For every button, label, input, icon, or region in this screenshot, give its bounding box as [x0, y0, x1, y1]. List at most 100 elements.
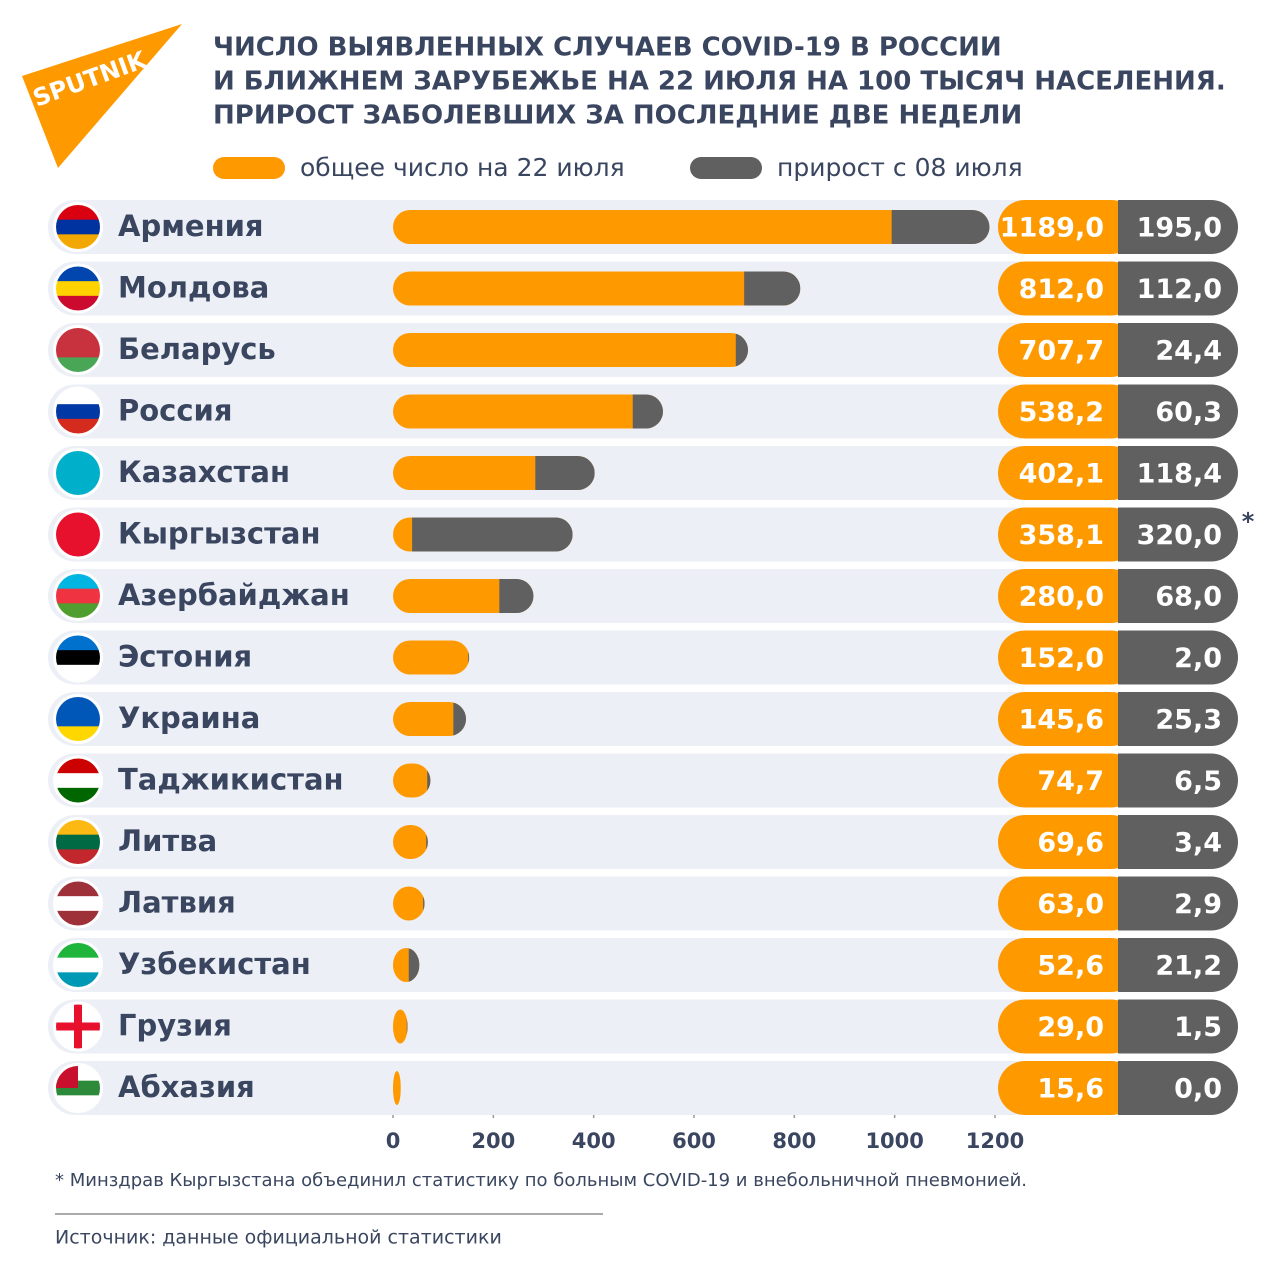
flag-stripe [56, 972, 100, 987]
row-background [48, 999, 1048, 1054]
category-label: Таджикистан [118, 763, 344, 797]
value-label: 152,0 [1019, 643, 1104, 674]
flag-stripe [56, 1095, 100, 1110]
logo-triangle [22, 24, 182, 168]
flag-stripe [56, 588, 100, 604]
flag-stripe [56, 787, 100, 803]
source: Источник: данные официальной статистики [55, 1227, 502, 1249]
flag-stripe [56, 758, 100, 774]
x-tick-label: 600 [672, 1129, 716, 1153]
category-label: Эстония [118, 640, 252, 674]
flag-stripe [56, 389, 100, 405]
value-label: 402,1 [1019, 459, 1104, 490]
value-label: 15,6 [1037, 1074, 1104, 1105]
x-tick-label: 0 [386, 1129, 401, 1153]
flag-stripe [56, 281, 100, 297]
category-label: Абхазия [118, 1070, 255, 1104]
flag-stripe [56, 910, 100, 926]
bar-group [393, 1009, 408, 1044]
flag [56, 1066, 100, 1110]
bar-group [393, 210, 990, 244]
row-background [48, 630, 1048, 685]
category-label: Армения [118, 209, 264, 243]
value-label: 63,0 [1037, 889, 1104, 920]
value-box [1118, 261, 1158, 316]
value-box [1118, 384, 1158, 439]
value-label: 52,6 [1037, 951, 1104, 982]
bar-increase [891, 210, 990, 244]
bar-increase [406, 1009, 408, 1044]
value-box [998, 384, 1138, 439]
bar-increase [408, 948, 420, 982]
flag-stripe [56, 957, 100, 973]
flag-stripe [56, 512, 100, 528]
value-label: 320,0 [1137, 520, 1222, 551]
flag-stripe [56, 603, 100, 618]
flag-stripe [56, 541, 100, 557]
bar-group [393, 763, 431, 798]
flag-stripe [56, 849, 100, 864]
value-box [1118, 507, 1158, 562]
flag-stripe [56, 881, 100, 897]
bar [393, 210, 990, 244]
bar-group [393, 640, 470, 675]
bar-group [393, 271, 801, 306]
value-box [1118, 569, 1158, 623]
flag-stripe [56, 451, 100, 467]
value-box [1118, 876, 1158, 931]
bar [393, 1009, 408, 1044]
flag [56, 635, 100, 680]
flag-stripe [56, 234, 100, 249]
row-background [48, 753, 1048, 808]
flag-stripe [56, 726, 100, 741]
flag-stripe [56, 773, 100, 789]
bar-increase [499, 579, 534, 613]
bar [393, 763, 431, 798]
bar-group [393, 333, 749, 367]
flag [56, 451, 100, 495]
bar [393, 886, 425, 921]
title-line: И БЛИЖНЕМ ЗАРУБЕЖЬЕ НА 22 ИЮЛЯ НА 100 ТЫ… [213, 67, 1226, 97]
flag-cross [74, 1004, 82, 1049]
bar-group [393, 456, 595, 490]
flag [56, 697, 100, 741]
flag-stripe [56, 342, 100, 358]
value-label: 6,5 [1174, 766, 1222, 797]
category-label: Кыргызстан [118, 517, 321, 551]
flag-stripe [56, 943, 100, 959]
value-label: 118,4 [1137, 459, 1222, 490]
flag [56, 881, 100, 926]
value-box [1118, 815, 1158, 869]
bar-increase [412, 517, 573, 552]
value-box [998, 692, 1138, 746]
title-line: ЧИСЛО ВЫЯВЛЕННЫХ СЛУЧАЕВ COVID-19 В РОСС… [213, 33, 1002, 63]
bar [393, 1071, 401, 1105]
bar [393, 271, 801, 306]
flag [56, 758, 100, 803]
bar-increase [632, 394, 663, 429]
value-box [998, 753, 1138, 808]
flag-stripe [56, 574, 100, 590]
row-background [48, 876, 1048, 931]
bar-increase [535, 456, 595, 490]
category-label: Узбекистан [118, 947, 311, 981]
annotation: * [1242, 508, 1255, 536]
bar [393, 825, 428, 859]
value-label: 68,0 [1155, 582, 1222, 613]
value-box [1118, 200, 1158, 254]
category-label: Россия [118, 394, 233, 428]
value-box [998, 876, 1138, 931]
bar-group [393, 948, 420, 982]
row-background [48, 692, 1048, 746]
flag [56, 820, 100, 864]
flag-stripe [56, 404, 100, 420]
value-box [1118, 630, 1158, 685]
flag [56, 328, 100, 372]
value-label: 0,0 [1174, 1074, 1222, 1105]
value-box [998, 261, 1138, 316]
flag-stripe [56, 834, 100, 850]
value-label: 3,4 [1174, 828, 1222, 859]
x-tick-label: 200 [471, 1129, 515, 1153]
flag-stripe [56, 697, 100, 713]
x-tick-label: 1000 [865, 1129, 923, 1153]
